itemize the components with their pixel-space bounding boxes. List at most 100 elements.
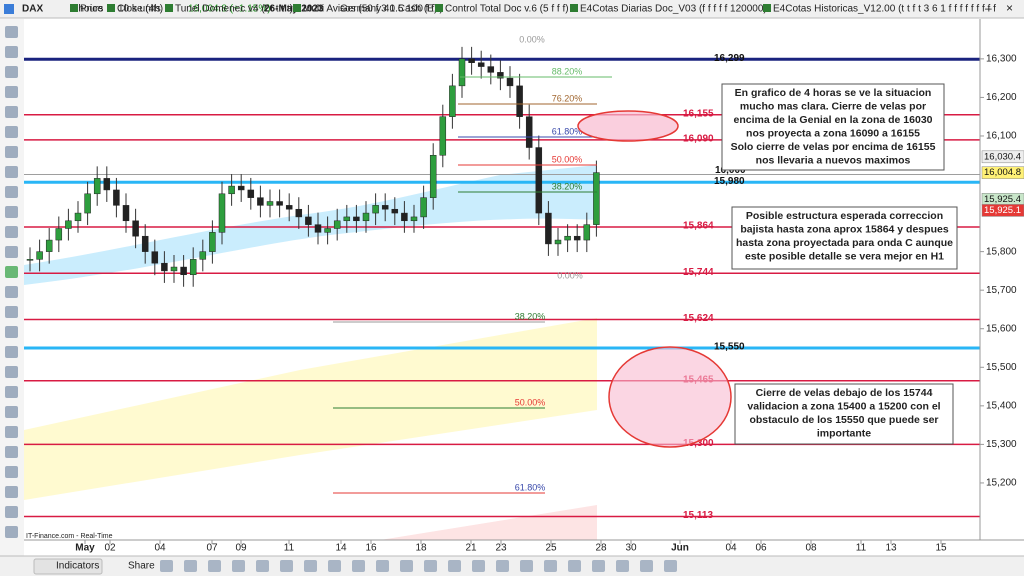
- bottom-icon[interactable]: [232, 560, 245, 572]
- candle-body: [458, 58, 466, 87]
- tool-icon[interactable]: [5, 466, 18, 478]
- bottom-icon[interactable]: [424, 560, 437, 572]
- y-axis-labels: 16,300 16,200 16,100 15,800 15,700 15,600 15,5…: [980, 54, 1017, 489]
- candle-body: [420, 197, 427, 218]
- bottom-icon[interactable]: [184, 560, 197, 572]
- bottom-icon[interactable]: [496, 560, 509, 572]
- candle-body: [449, 85, 456, 117]
- indicators-label[interactable]: Indicators: [56, 561, 99, 572]
- legend-checkbox[interactable]: [570, 4, 578, 12]
- symbol[interactable]: DAX: [22, 4, 43, 15]
- level-label: 15,550: [714, 342, 745, 353]
- y-tick-label: 15,700: [986, 285, 1017, 296]
- tool-icon[interactable]: [5, 426, 18, 438]
- candle-body: [362, 212, 370, 222]
- x-tick-label: 18: [415, 543, 427, 554]
- bottom-icon[interactable]: [472, 560, 485, 572]
- bottom-icon[interactable]: [400, 560, 413, 572]
- tool-icon[interactable]: [5, 86, 18, 98]
- tool-icon[interactable]: [5, 146, 18, 158]
- current-price: 16,004.8 (+1.15%): [188, 4, 271, 15]
- bottom-icon[interactable]: [304, 560, 317, 572]
- annotation-box: [734, 383, 954, 445]
- window-close[interactable]: ×: [1006, 1, 1013, 15]
- candle-body: [573, 235, 581, 241]
- bottom-icon[interactable]: [616, 560, 629, 572]
- bottom-icon[interactable]: [280, 560, 293, 572]
- tool-icon[interactable]: [5, 246, 18, 258]
- legend-checkbox[interactable]: [165, 4, 173, 12]
- tool-icon[interactable]: [5, 486, 18, 498]
- tool-icon[interactable]: [5, 186, 18, 198]
- tool-icon[interactable]: [5, 526, 18, 538]
- legend-item[interactable]: Close (4h): [117, 4, 163, 15]
- bottom-icon[interactable]: [256, 560, 269, 572]
- candle-body: [593, 172, 600, 225]
- tool-icon[interactable]: [5, 406, 18, 418]
- window-minimize[interactable]: –: [985, 1, 992, 15]
- x-tick-label: May: [75, 543, 95, 554]
- annotation-line: Posible estructura esperada correccion: [746, 210, 943, 222]
- annotation-line: encima de la Genial en la zona de 16030: [733, 114, 932, 126]
- tool-icon[interactable]: [5, 306, 18, 318]
- bottom-icon[interactable]: [160, 560, 173, 572]
- tool-icon[interactable]: [5, 106, 18, 118]
- bottom-icon[interactable]: [352, 560, 365, 572]
- bottom-icon[interactable]: [568, 560, 581, 572]
- tool-icon[interactable]: [5, 366, 18, 378]
- tool-icon[interactable]: [5, 206, 18, 218]
- annotations: En grafico de 4 horas se ve la situacion…: [721, 83, 958, 445]
- legend-item[interactable]: Tunel Domenec v4 (t t t t t): [175, 4, 293, 15]
- legend-item[interactable]: E4Cotas Historicas_V12.00 (t t f t 3 6 1…: [773, 4, 996, 15]
- tool-icon[interactable]: [5, 346, 18, 358]
- timeframe[interactable]: 4 hours: [70, 4, 103, 15]
- tool-icon[interactable]: [5, 286, 18, 298]
- tool-icon[interactable]: [5, 266, 18, 278]
- bottom-icon[interactable]: [520, 560, 533, 572]
- price-tag-label: 15,925.4: [984, 194, 1021, 205]
- tool-icon[interactable]: [5, 326, 18, 338]
- bottom-icon[interactable]: [328, 560, 341, 572]
- legend-checkbox[interactable]: [435, 4, 443, 12]
- share-label[interactable]: Share: [128, 561, 155, 572]
- x-tick-label: 15: [935, 543, 947, 554]
- bottom-icon[interactable]: [376, 560, 389, 572]
- tool-icon[interactable]: [5, 226, 18, 238]
- tool-icon[interactable]: [5, 506, 18, 518]
- legend-checkbox[interactable]: [70, 4, 78, 12]
- legend-checkbox[interactable]: [763, 4, 771, 12]
- tool-icon[interactable]: [5, 126, 18, 138]
- annotation-line: nos llevaria a nuevos maximos: [756, 154, 911, 166]
- level-label: 15,300: [683, 438, 714, 449]
- tool-icon[interactable]: [5, 66, 18, 78]
- annotation-line: este posible detalle se vera mejor en H1: [745, 250, 944, 262]
- level-label: 15,980: [714, 176, 745, 187]
- tool-icon[interactable]: [5, 166, 18, 178]
- tool-icon[interactable]: [5, 46, 18, 58]
- legend-item[interactable]: E4Cotas Diarias Doc_V03 (f f f f f 12000…: [580, 4, 767, 15]
- bottom-icon[interactable]: [208, 560, 221, 572]
- level-label: 15,744: [683, 267, 714, 278]
- bottom-icon[interactable]: [544, 560, 557, 572]
- candle-body: [170, 266, 178, 272]
- tool-icon[interactable]: [5, 446, 18, 458]
- tool-icon[interactable]: [5, 26, 18, 38]
- bottom-icon[interactable]: [592, 560, 605, 572]
- candle-body: [545, 212, 552, 245]
- legend-item[interactable]: Multi Avisos (50 f 3 1.5 100 f f): [303, 4, 437, 15]
- x-tick-label: 07: [206, 543, 218, 554]
- legend-checkbox[interactable]: [107, 4, 115, 12]
- candle-body: [209, 232, 216, 252]
- indicators-button[interactable]: [33, 558, 103, 575]
- legend-checkbox[interactable]: [293, 4, 301, 12]
- menu-icon[interactable]: [4, 4, 14, 14]
- legend-item[interactable]: Price: [80, 4, 103, 15]
- bottom-icon[interactable]: [664, 560, 677, 572]
- bottom-icon[interactable]: [640, 560, 653, 572]
- units[interactable]: 10 k units: [118, 4, 161, 15]
- candle-body: [343, 216, 351, 222]
- bottom-icon[interactable]: [448, 560, 461, 572]
- candle-body: [333, 220, 341, 229]
- tool-icon[interactable]: [5, 386, 18, 398]
- legend-item[interactable]: Control Total Doc v.6 (5 f f f): [445, 4, 569, 15]
